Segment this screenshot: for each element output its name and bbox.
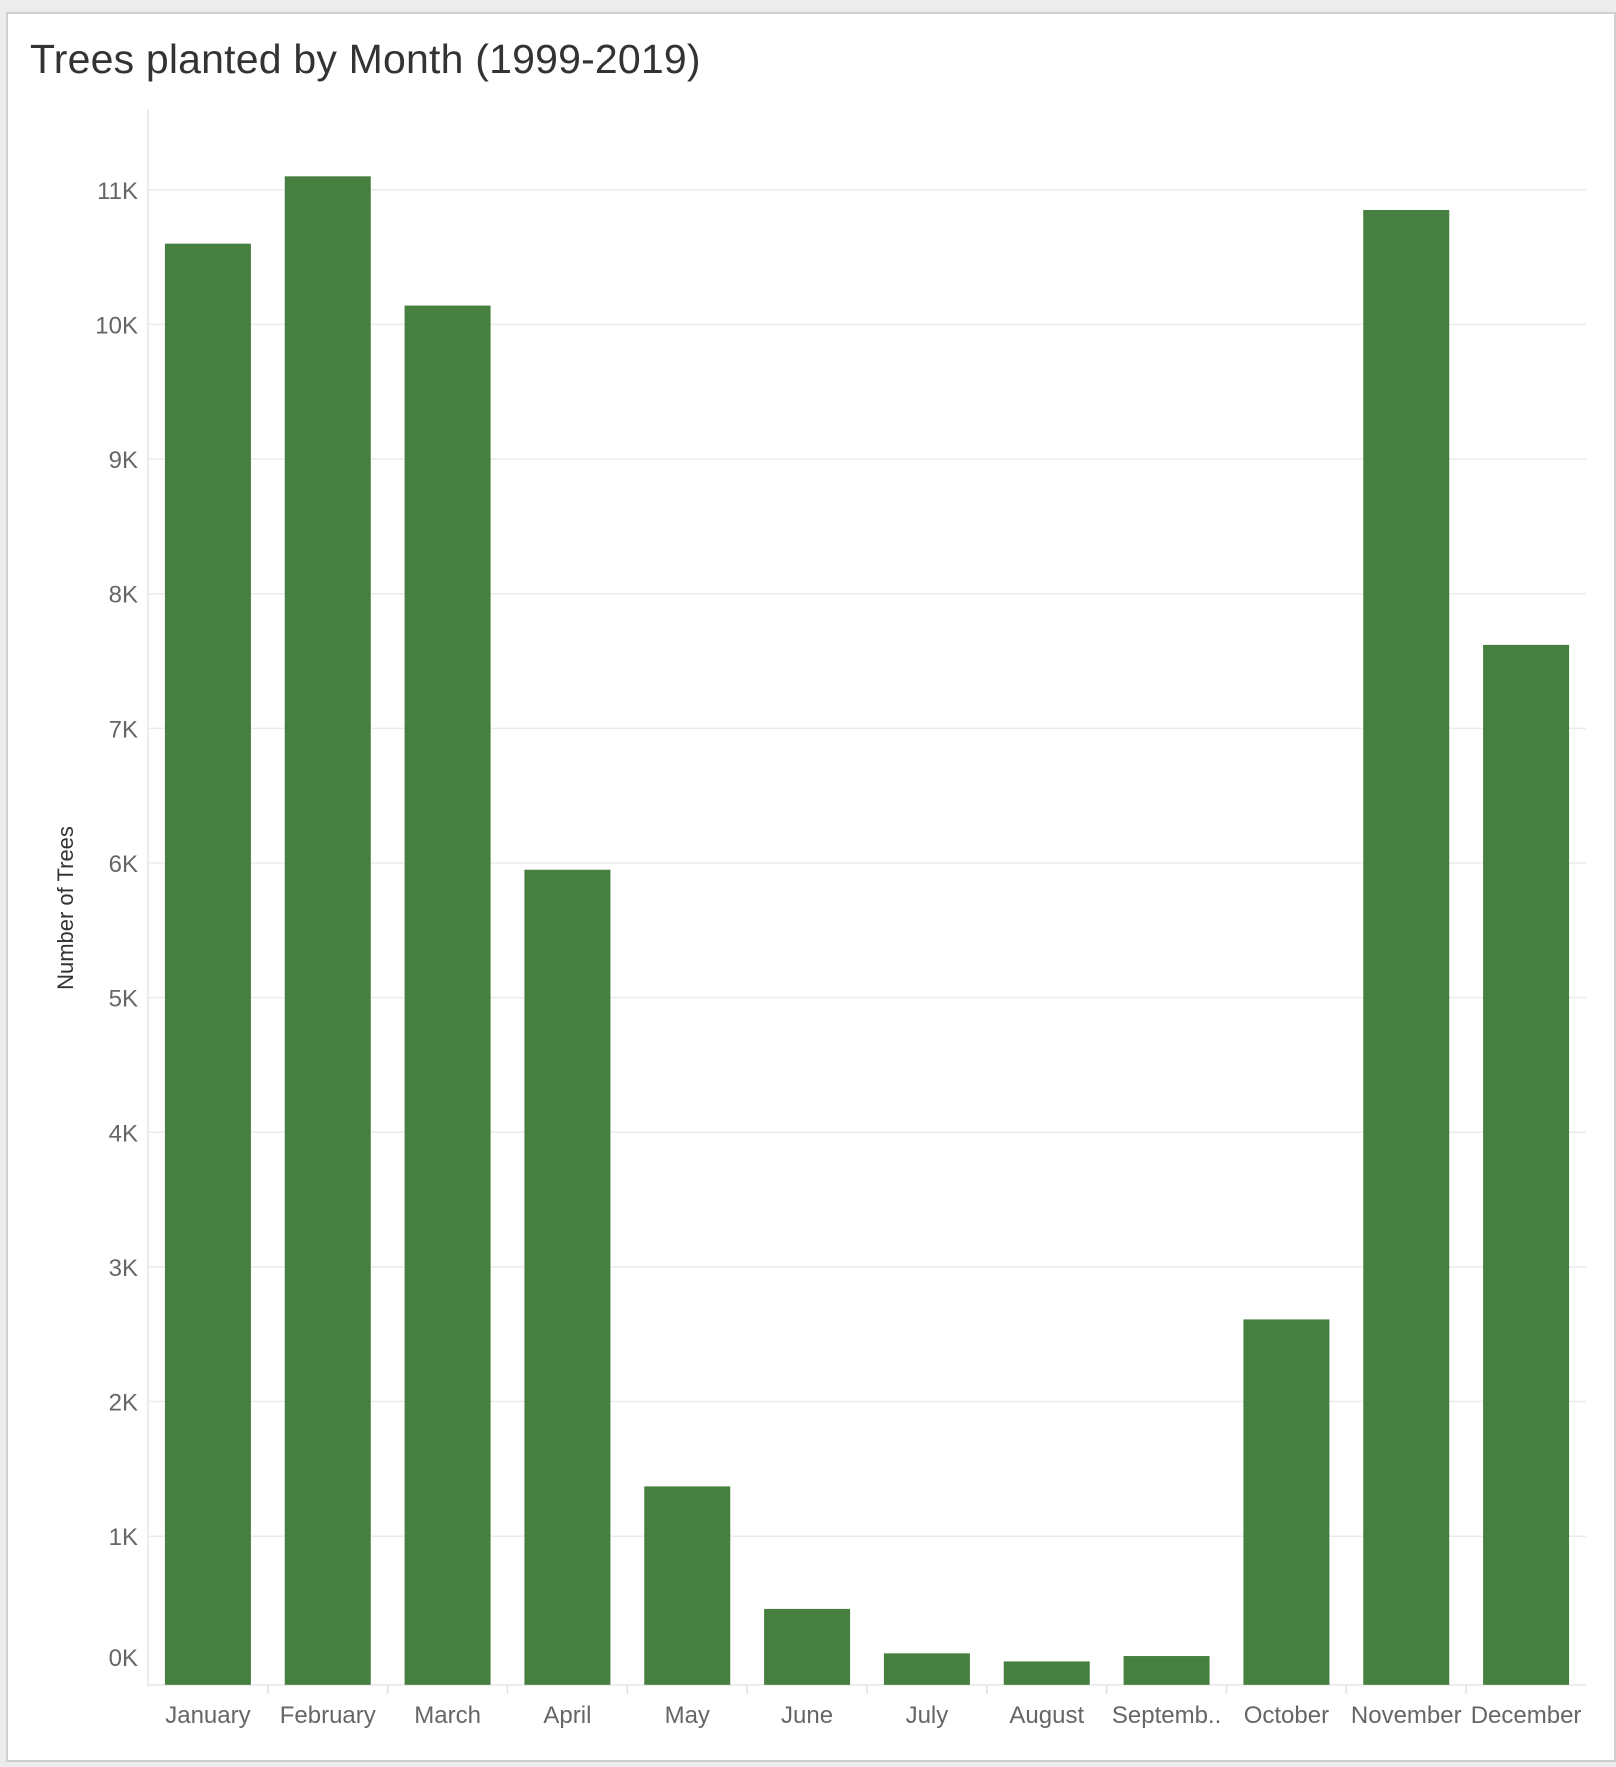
gridlines xyxy=(147,109,1586,1687)
bar[interactable] xyxy=(1363,209,1450,1685)
x-tick-label: August xyxy=(1009,1702,1084,1729)
chart-title: Trees planted by Month (1999-2019) xyxy=(30,36,701,82)
y-tick-label: 0K xyxy=(109,1645,138,1672)
x-axis-ticks: January February March April May June July Augu… xyxy=(165,1685,1582,1729)
x-tick-label: November xyxy=(1351,1702,1462,1729)
y-tick-label: 4K xyxy=(109,1120,138,1147)
bar[interactable] xyxy=(1243,1319,1330,1685)
y-tick-label: 2K xyxy=(109,1390,138,1417)
x-tick-label: October xyxy=(1244,1702,1329,1729)
x-tick-label: May xyxy=(665,1702,710,1729)
bar[interactable] xyxy=(1003,1661,1090,1685)
x-tick-label: March xyxy=(414,1702,481,1729)
y-axis-ticks: 0K 1K 2K 3K 4K 5K 6K 7K 8K 9K 10K 11K xyxy=(95,178,138,1672)
x-tick-label: April xyxy=(543,1702,591,1729)
bar[interactable] xyxy=(1483,644,1570,1685)
bar[interactable] xyxy=(764,1608,851,1685)
chart-frame: Trees planted by Month (1999-2019) 0K 1K 2… xyxy=(6,12,1616,1762)
y-tick-label: 1K xyxy=(109,1524,138,1551)
y-tick-label: 6K xyxy=(109,851,138,878)
y-tick-label: 9K xyxy=(109,447,138,474)
bar[interactable] xyxy=(284,176,371,1685)
x-tick-label: February xyxy=(280,1702,376,1729)
y-tick-label: 10K xyxy=(95,312,138,339)
x-tick-label: Septemb.. xyxy=(1112,1702,1221,1729)
bar[interactable] xyxy=(164,243,251,1685)
y-tick-label: 8K xyxy=(109,582,138,609)
y-tick-label: 11K xyxy=(97,178,138,205)
bar[interactable] xyxy=(644,1486,731,1685)
x-tick-label: January xyxy=(165,1702,250,1729)
y-tick-label: 7K xyxy=(109,716,138,743)
bar[interactable] xyxy=(1123,1656,1210,1685)
y-axis-title: Number of Trees xyxy=(53,826,78,990)
y-tick-label: 3K xyxy=(109,1255,138,1282)
bar[interactable] xyxy=(524,869,611,1685)
y-tick-label: 5K xyxy=(109,986,138,1013)
x-tick-label: December xyxy=(1471,1702,1582,1729)
bar[interactable] xyxy=(404,305,491,1685)
bar[interactable] xyxy=(883,1653,970,1685)
x-tick-label: June xyxy=(781,1702,833,1729)
bar-chart: 0K 1K 2K 3K 4K 5K 6K 7K 8K 9K 10K 11K January Februa… xyxy=(53,109,1586,1729)
bars xyxy=(164,176,1570,1685)
x-tick-label: July xyxy=(906,1702,949,1729)
